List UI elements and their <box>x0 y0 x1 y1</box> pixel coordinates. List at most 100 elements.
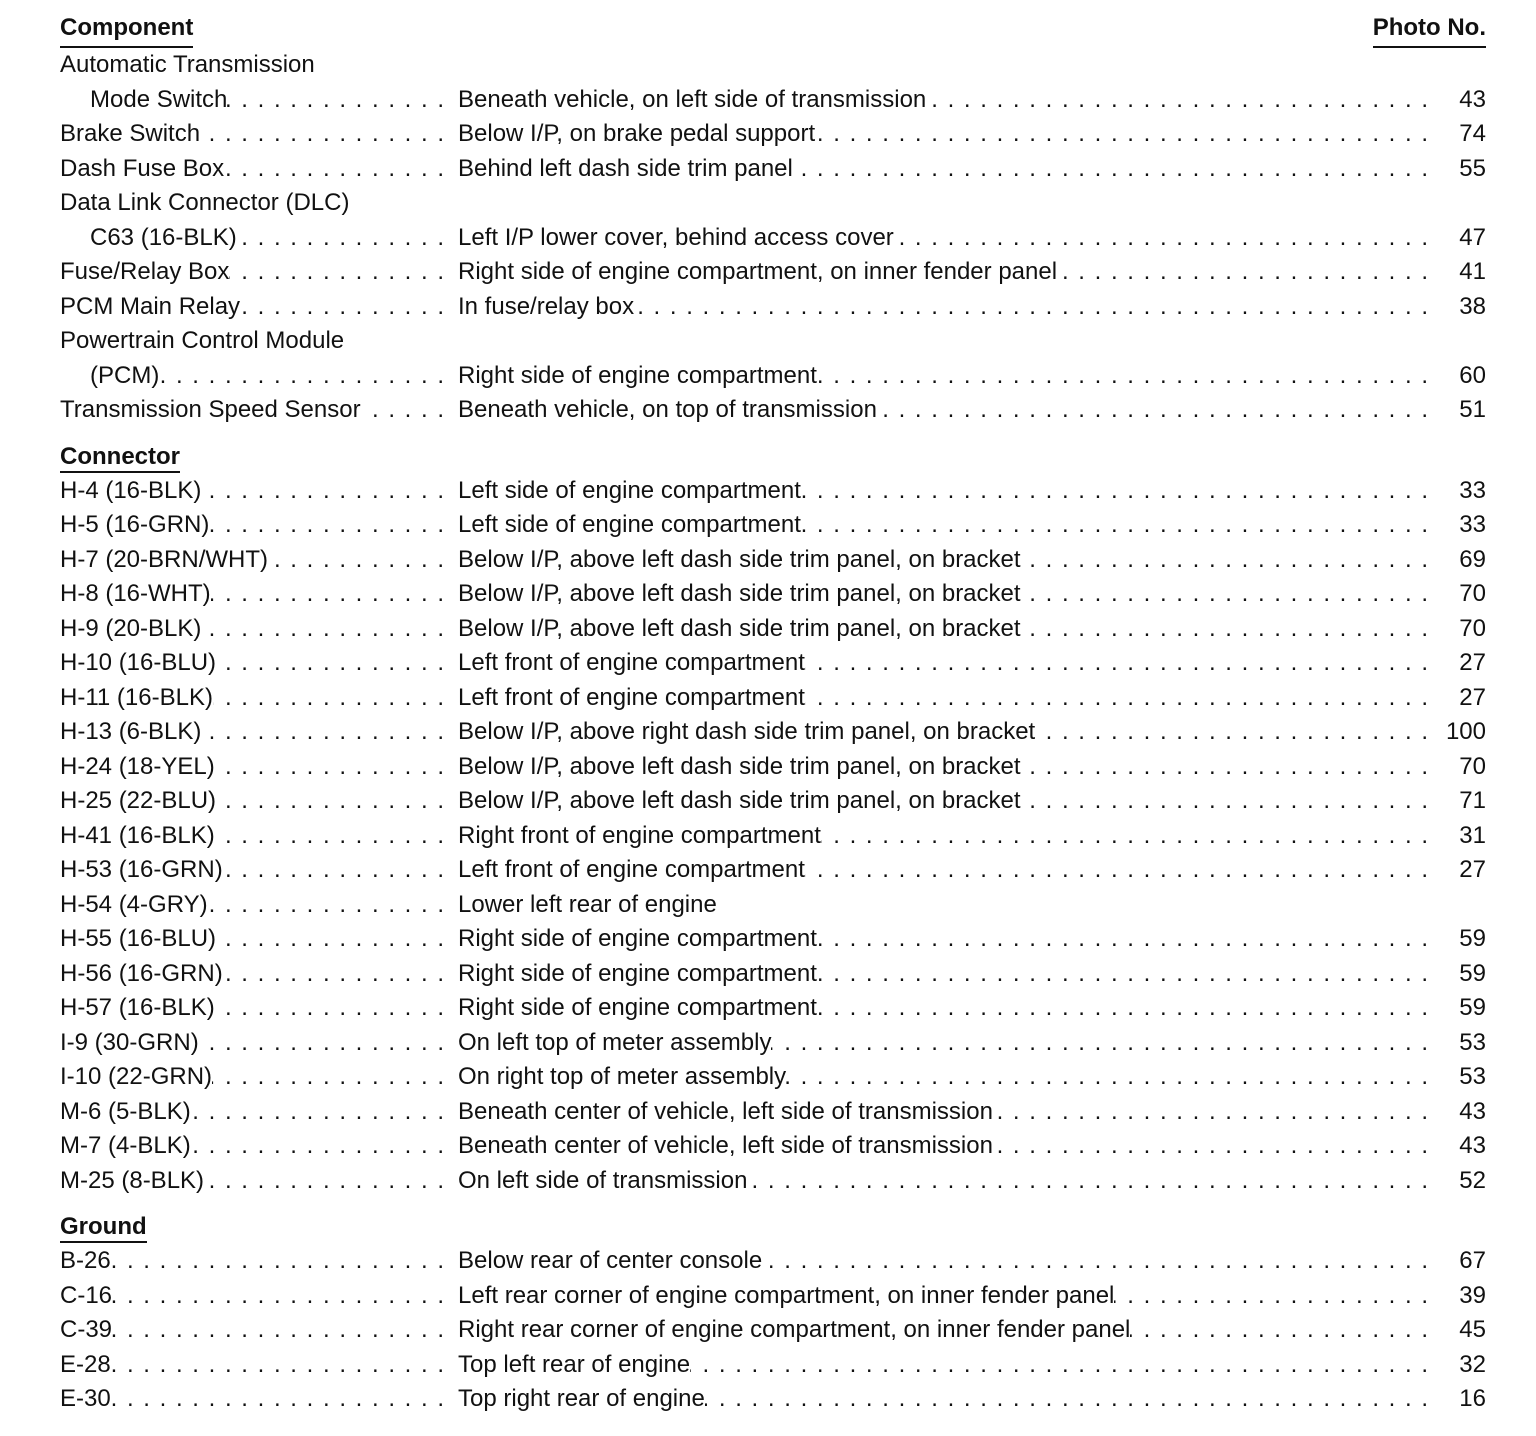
dot-leader <box>877 393 1442 428</box>
component-cell: H-24 (18-YEL) <box>60 750 458 785</box>
dot-leader <box>1130 1313 1442 1348</box>
location-cell: Below rear of center console <box>458 1244 1442 1279</box>
table-header: Component Photo No. <box>60 14 1486 48</box>
component-name: H-53 (16-GRN) <box>60 856 223 883</box>
photo-number: 70 <box>1459 614 1486 642</box>
component-cell: C-16 <box>60 1279 458 1314</box>
dot-leader <box>199 1026 458 1061</box>
photo-number-column-header: Photo No. <box>1372 14 1486 48</box>
table-row: Brake Switch Below I/P, on brake pedal su… <box>60 117 1486 152</box>
dot-leader <box>208 888 458 923</box>
photo-number <box>1442 888 1486 923</box>
location-cell: On left side of transmission <box>458 1164 1442 1199</box>
location-text: Right side of engine compartment <box>458 994 817 1021</box>
location-text: Below I/P, above left dash side trim pan… <box>458 787 1021 814</box>
location-cell: Top left rear of engine <box>458 1348 1442 1383</box>
location-cell: Left front of engine compartment <box>458 646 1442 681</box>
photo-number: 27 <box>1459 856 1486 883</box>
dot-leader <box>894 221 1442 256</box>
dot-leader <box>817 359 1442 394</box>
component-cell: H-57 (16-BLK) <box>60 991 458 1026</box>
table-row: H-41 (16-BLK) Right front of engine compa… <box>60 819 1486 854</box>
location-cell: Left rear corner of engine compartment, … <box>458 1279 1442 1314</box>
photo-number: 55 <box>1459 154 1486 182</box>
table-row: H-8 (16-WHT) Below I/P, above left dash s… <box>60 577 1486 612</box>
component-name: C-39 <box>60 1316 113 1343</box>
dot-leader <box>268 543 458 578</box>
component-cell: H-11 (16-BLK) <box>60 681 458 716</box>
table-row: B-26 Below rear of center console 67 <box>60 1244 1486 1279</box>
table-row: C-16 Left rear corner of engine compartme… <box>60 1279 1486 1314</box>
location-text: Left front of engine compartment <box>458 683 805 711</box>
location-text: On left top of meter assembly <box>458 1028 772 1056</box>
table-row: Data Link Connector (DLC) <box>60 186 1486 221</box>
component-cell: PCM Main Relay <box>60 290 458 325</box>
location-text: Left rear corner of engine compartment, … <box>458 1281 1115 1309</box>
dot-leader <box>216 922 458 957</box>
table-row: I-10 (22-GRN) On right top of meter assem… <box>60 1060 1486 1095</box>
component-name: Data Link Connector (DLC) <box>60 189 350 216</box>
component-name: H-10 (16-BLU) <box>60 649 217 676</box>
photo-number: 52 <box>1459 1166 1486 1194</box>
location-cell: On left top of meter assembly <box>458 1026 1442 1061</box>
component-cell: H-10 (16-BLU) <box>60 646 458 681</box>
dot-leader <box>805 681 1442 716</box>
dot-leader <box>361 393 458 428</box>
dot-leader <box>1021 543 1442 578</box>
table-row: H-24 (18-YEL) Below I/P, above left dash … <box>60 750 1486 785</box>
dot-leader <box>191 1129 458 1164</box>
component-name: H-55 (16-BLU) <box>60 925 217 952</box>
photo-number: 27 <box>1459 683 1486 711</box>
component-cell: H-56 (16-GRN) <box>60 957 458 992</box>
component-name: Dash Fuse Box <box>60 154 225 182</box>
location-text: Beneath vehicle, on top of transmission <box>458 396 877 423</box>
component-cell: H-9 (20-BLK) <box>60 612 458 647</box>
photo-number: 53 <box>1459 1063 1486 1090</box>
component-name: H-8 (16-WHT) <box>60 580 211 607</box>
photo-number: 59 <box>1459 994 1486 1021</box>
dot-leader <box>111 1244 458 1279</box>
table-row: (PCM) Right side of engine compartment 60 <box>60 359 1486 394</box>
location-cell: Top right rear of engine <box>458 1382 1442 1417</box>
location-text: Below I/P, above left dash side trim pan… <box>458 752 1021 780</box>
location-text: Left front of engine compartment <box>458 649 805 676</box>
photo-number: 43 <box>1459 85 1486 113</box>
dot-leader <box>111 1382 458 1417</box>
location-text: Beneath center of vehicle, left side of … <box>458 1132 993 1159</box>
location-cell: Right front of engine compartment <box>458 819 1442 854</box>
table-row: M-25 (8-BLK) On left side of transmission… <box>60 1164 1486 1199</box>
component-name: Transmission Speed Sensor <box>60 396 361 423</box>
location-cell: Below I/P, above left dash side trim pan… <box>458 543 1442 578</box>
component-cell: M-7 (4-BLK) <box>60 1129 458 1164</box>
table-row: M-7 (4-BLK) Beneath center of vehicle, le… <box>60 1129 1486 1164</box>
dot-leader <box>805 853 1442 888</box>
dot-leader <box>201 612 458 647</box>
location-cell: On right top of meter assembly <box>458 1060 1442 1095</box>
location-text: Left side of engine compartment <box>458 476 801 504</box>
photo-number: 39 <box>1459 1281 1486 1309</box>
component-cell: H-13 (6-BLK) <box>60 715 458 750</box>
component-cell: H-5 (16-GRN) <box>60 508 458 543</box>
component-name: H-54 (4-GRY) <box>60 890 208 918</box>
dot-leader <box>215 991 458 1026</box>
table-row: Automatic Transmission <box>60 48 1486 83</box>
dot-leader <box>817 957 1442 992</box>
location-text: Below I/P, above right dash side trim pa… <box>458 718 1036 745</box>
location-cell: Right side of engine compartment, on inn… <box>458 255 1442 290</box>
component-name: H-11 (16-BLK) <box>60 683 213 711</box>
location-text: On right top of meter assembly <box>458 1063 787 1090</box>
component-cell: I-9 (30-GRN) <box>60 1026 458 1061</box>
component-name: M-7 (4-BLK) <box>60 1132 191 1159</box>
location-cell: Beneath vehicle, on left side of transmi… <box>458 83 1442 118</box>
table-row: H-13 (6-BLK) Below I/P, above right dash … <box>60 715 1486 750</box>
table-row: H-25 (22-BLU) Below I/P, above left dash … <box>60 784 1486 819</box>
component-name: H-56 (16-GRN) <box>60 959 223 987</box>
location-text: Below I/P, above left dash side trim pan… <box>458 545 1021 573</box>
dot-leader <box>200 117 458 152</box>
section: Ground B-26 Below rear of center console 67… <box>60 1210 1486 1417</box>
component-name: H-13 (6-BLK) <box>60 718 202 745</box>
location-cell: Right rear corner of engine compartment,… <box>458 1313 1442 1348</box>
location-cell: Below I/P, above right dash side trim pa… <box>458 715 1442 750</box>
location-cell: Below I/P, on brake pedal support <box>458 117 1442 152</box>
component-name: M-6 (5-BLK) <box>60 1097 191 1125</box>
